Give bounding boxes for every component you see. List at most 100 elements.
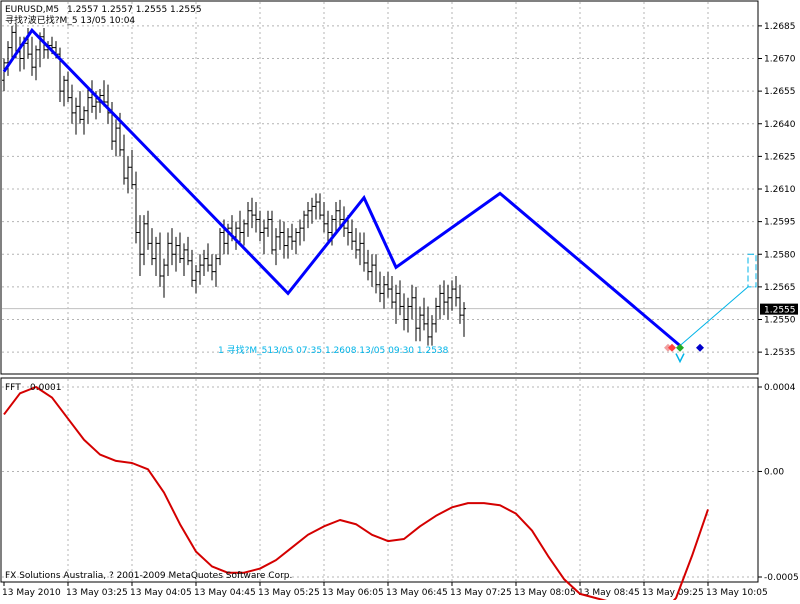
ohlc-bar <box>370 254 374 287</box>
ohlc-bar <box>438 284 442 320</box>
ohlc-bar <box>26 28 30 59</box>
ohlc-bars <box>2 23 466 346</box>
ohlc-bar <box>66 71 70 102</box>
symbol-title: EURUSD,M5 <box>5 5 59 15</box>
ohlc-bar <box>122 134 126 185</box>
ohlc-bar <box>350 219 354 250</box>
ohlc-bar <box>282 221 286 259</box>
price-tick-label: 1.2595 <box>764 218 796 228</box>
ohlc-bar <box>126 156 130 194</box>
ohlc-bar <box>310 197 314 224</box>
price-tick-label: 1.2625 <box>764 152 796 162</box>
diamond-marker-icon <box>676 343 684 352</box>
ohlc-bar <box>222 219 226 255</box>
ohlc-bar <box>302 210 306 242</box>
signal-markers <box>664 343 704 352</box>
ohlc-bar <box>102 80 106 107</box>
ohlc-bar <box>182 243 186 276</box>
ohlc-bar <box>58 47 62 102</box>
indicator-label: 寻找?波已找?M_5 13/05 10:04 <box>5 14 135 26</box>
fft-series-line <box>3 386 709 604</box>
ohlc-bar <box>202 249 206 276</box>
fft-grid <box>2 379 757 581</box>
ohlc-bar <box>318 193 322 220</box>
price-tick-label: 1.2655 <box>764 87 796 97</box>
ohlc-bar <box>274 228 278 266</box>
ohlc-bar <box>174 236 178 272</box>
fft-axis: 0.0004 0.00 -0.0005 <box>758 383 799 583</box>
time-tick-label: 13 May 04:05 <box>130 588 192 598</box>
time-tick-label: 13 May 06:45 <box>386 588 448 598</box>
price-tick-label: 1.2550 <box>764 316 796 326</box>
ohlc-bar <box>454 276 458 307</box>
ohlc-bar <box>90 80 94 113</box>
ohlc-bar <box>262 219 266 255</box>
fft-panel-frame <box>0 377 759 583</box>
ohlc-header: 1.2557 1.2557 1.2555 1.2555 <box>67 5 202 15</box>
ohlc-bar <box>34 45 38 81</box>
current-price-box <box>760 303 798 315</box>
zigzag-annotation: 1 寻找?M_513/05 07:35 1.2608 13/05 09:30 1… <box>218 344 449 356</box>
projection-line <box>679 286 749 346</box>
ohlc-bar <box>298 219 302 246</box>
ohlc-bar <box>418 306 422 342</box>
ohlc-bar <box>430 315 434 346</box>
ohlc-bar <box>326 210 330 242</box>
ohlc-bar <box>330 215 334 246</box>
ohlc-bar <box>334 202 338 233</box>
ohlc-bar <box>322 202 326 233</box>
zigzag-line <box>2 27 681 347</box>
time-tick-label: 13 May 05:25 <box>258 588 320 598</box>
ohlc-bar <box>434 297 438 333</box>
ohlc-bar <box>86 88 90 124</box>
ohlc-bar <box>250 197 254 229</box>
ohlc-bar <box>458 284 462 324</box>
ohlc-bar <box>242 219 246 246</box>
price-panel-frame <box>0 0 759 375</box>
time-tick-label: 13 May 07:25 <box>450 588 512 598</box>
ohlc-bar <box>178 232 182 263</box>
ohlc-bar <box>402 293 406 331</box>
ohlc-bar <box>386 271 390 298</box>
price-tick-label: 1.2580 <box>764 250 796 260</box>
projection-box <box>747 253 757 288</box>
time-tick-label: 13 May 08:45 <box>578 588 640 598</box>
price-tick-label: 1.2670 <box>764 55 796 65</box>
ohlc-bar <box>226 223 230 255</box>
ohlc-bar <box>138 215 142 276</box>
time-tick-label: 13 May 03:25 <box>66 588 128 598</box>
ohlc-bar <box>10 25 14 59</box>
ohlc-bar <box>206 243 210 272</box>
ohlc-bar <box>306 202 310 229</box>
ohlc-bar <box>198 254 202 285</box>
ohlc-bar <box>158 232 162 287</box>
ohlc-bar <box>294 228 298 255</box>
ohlc-bar <box>426 306 430 346</box>
ohlc-bar <box>278 219 282 250</box>
price-tick-label: 1.2610 <box>764 185 796 195</box>
ohlc-bar <box>154 236 158 276</box>
ohlc-bar <box>314 193 318 220</box>
ohlc-bar <box>422 297 426 331</box>
price-grid <box>2 2 757 373</box>
ohlc-bar <box>254 202 258 233</box>
time-axis: 13 May 2010 13 May 03:25 13 May 04:05 13 Ma… <box>2 582 768 598</box>
ohlc-bar <box>258 210 262 242</box>
fft-tick-label: 0.00 <box>764 467 784 477</box>
price-tick-label: 1.2565 <box>764 283 796 293</box>
ohlc-bar <box>270 210 274 255</box>
ohlc-bar <box>362 232 366 272</box>
ohlc-bar <box>130 149 134 189</box>
time-tick-label: 13 May 06:05 <box>322 588 384 598</box>
fft-value: 0.0001 <box>30 383 62 393</box>
ohlc-bar <box>338 199 342 229</box>
ohlc-bar <box>446 284 450 320</box>
price-tick-label: 1.2535 <box>764 348 796 358</box>
ohlc-bar <box>146 210 150 250</box>
ohlc-bar <box>6 41 10 76</box>
time-tick-label: 13 May 09:25 <box>642 588 704 598</box>
ohlc-bar <box>358 232 362 266</box>
price-tick-label: 1.2685 <box>764 22 796 32</box>
ohlc-bar <box>214 254 218 287</box>
